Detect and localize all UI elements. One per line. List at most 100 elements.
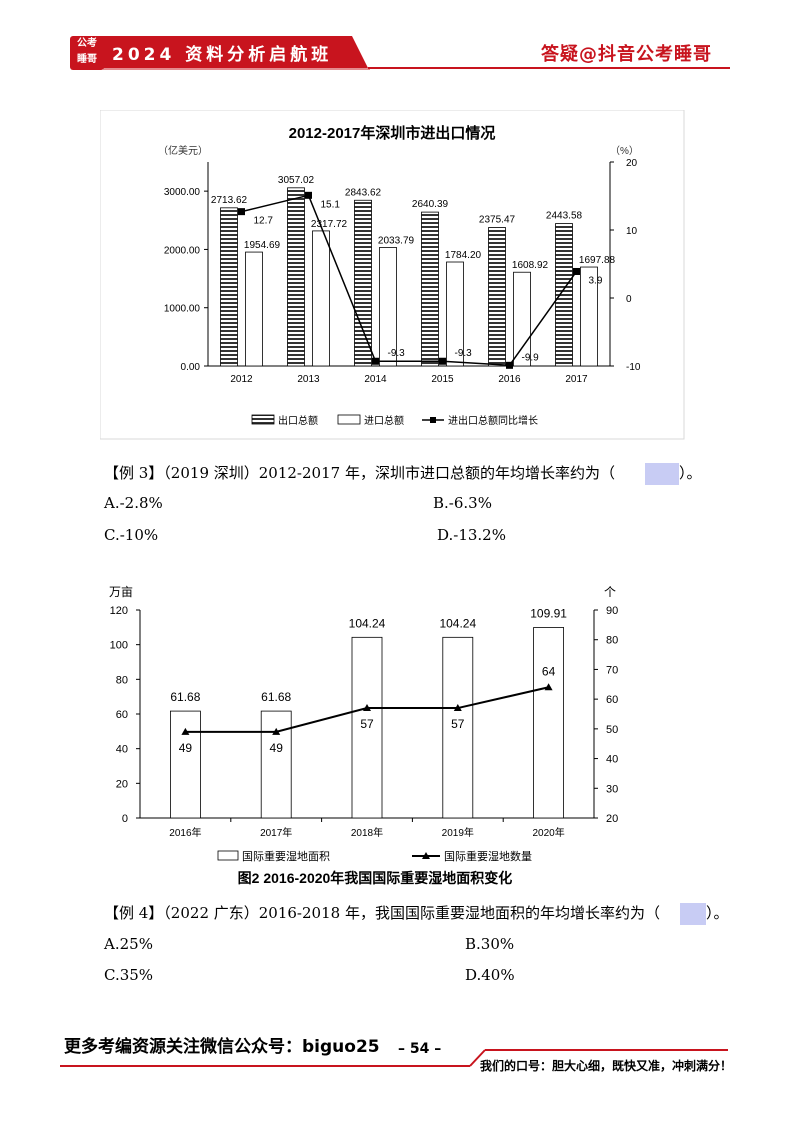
chart1-export-label: 2375.47	[479, 215, 516, 226]
chart1-growth-point	[305, 191, 312, 199]
chart1-legend: 出口总额 进口总额 进出口总额同比增长	[251, 414, 538, 427]
chart2-area-bar	[533, 627, 565, 819]
option-4c[interactable]: C.35%	[104, 966, 154, 984]
chart2-right-tick-label: 70	[606, 664, 618, 676]
chart2-left-tick-label: 0	[122, 813, 128, 825]
question-4-close: ）。	[705, 904, 729, 922]
chart1-import-bar	[379, 247, 397, 367]
chart2-count-label: 57	[451, 717, 465, 731]
option-3d[interactable]: D.-13.2%	[437, 526, 506, 544]
chart2-area-label: 61.68	[261, 690, 291, 704]
chart2-right-tick-label: 50	[606, 724, 618, 736]
chart2-right-tick-label: 60	[606, 694, 618, 706]
chart2-count-point	[363, 704, 371, 712]
footer-promo: 更多考编资源关注微信公众号：biguo25	[64, 1037, 380, 1057]
chart2-right-tick-label: 20	[606, 813, 618, 825]
question-3-text: 【例 3】（2019 深圳）2012-2017 年，深圳市进口总额的年均增长率约…	[104, 462, 701, 485]
option-3c[interactable]: C.-10%	[104, 526, 159, 544]
chart2-area-label: 109.91	[530, 606, 567, 620]
chart1-x-tick-label: 2015	[431, 374, 454, 385]
chart2-count-label: 49	[179, 741, 193, 755]
chart2-area-bar	[170, 710, 201, 819]
answer-blank-3[interactable]	[644, 463, 679, 485]
chart1-left-tick-label: 3000.00	[164, 187, 201, 198]
chart2-right-tick-label: 90	[606, 605, 618, 617]
chart2-left-tick-label: 40	[116, 744, 128, 756]
header-contact: 答疑@抖音公考睡哥	[541, 44, 712, 65]
chart1-import-bar	[580, 266, 598, 367]
chart1-left-tick-label: 1000.00	[164, 304, 201, 315]
answer-blank-4[interactable]	[679, 903, 706, 925]
legend-export-label: 出口总额	[278, 414, 318, 427]
chart1-import-label: 1954.69	[244, 240, 281, 251]
legend-import-swatch	[337, 414, 361, 425]
chart1-right-tick-label: 10	[626, 226, 638, 237]
chart2-title: 图2 2016-2020年我国国际重要湿地面积变化	[238, 870, 513, 886]
chart1-frame	[100, 110, 685, 440]
chart1-export-label: 2443.58	[546, 211, 583, 222]
chart2-axes: 0 20 40 60 80 100 120 20 30 40 50 60 70 80 90 2016年 2017…	[110, 605, 619, 839]
chart2-left-tick-label: 80	[116, 674, 128, 686]
question-4-text: 【例 4】（2022 广东）2016-2018 年，我国国际重要湿地面积的年均增…	[104, 902, 728, 925]
chart2-area-label: 104.24	[349, 616, 386, 630]
chart2-right-tick-label: 30	[606, 783, 618, 795]
chart1-growth-line	[238, 191, 580, 369]
chart1-left-unit: （亿美元）	[158, 144, 208, 157]
chart1-import-bar	[312, 230, 330, 367]
chart1-labels: 2713.62 3057.02 2843.62 2640.39 2375.47 2443.…	[211, 175, 616, 364]
page-number: – 54 –	[398, 1041, 442, 1057]
chart2-area-label: 104.24	[439, 616, 476, 630]
chart1-export-label: 2640.39	[412, 199, 449, 210]
chart2-x-tick-label: 2016年	[169, 826, 201, 839]
chart2-right-unit: 个	[604, 585, 616, 599]
option-4b[interactable]: B.30%	[465, 935, 515, 953]
chart2-area-label: 61.68	[170, 690, 200, 704]
footer-rule	[60, 1049, 728, 1067]
logo-line-1: 公考	[77, 38, 97, 49]
option-4a[interactable]: A.25%	[104, 935, 153, 953]
chart2-left-unit: 万亩	[109, 584, 133, 599]
chart1-growth-label: 12.7	[254, 216, 274, 227]
chart1-x-tick-label: 2014	[364, 374, 387, 385]
chart1-growth-label: 15.1	[321, 199, 341, 210]
chart1-growth-point	[439, 357, 446, 365]
option-3b[interactable]: B.-6.3%	[433, 494, 492, 512]
chart2-x-tick-label: 2017年	[260, 826, 292, 839]
chart1-left-tick-label: 2000.00	[164, 245, 201, 256]
chart2-area-bar	[442, 636, 474, 819]
legend-area-label: 国际重要湿地面积	[242, 849, 330, 863]
chart1-import-label: 1784.20	[445, 250, 482, 261]
chart1-import-bar	[245, 251, 263, 367]
chart2-legend: 国际重要湿地面积 国际重要湿地数量	[217, 849, 532, 863]
chart1-import-bar	[446, 261, 464, 367]
chart2-left-tick-label: 20	[116, 778, 128, 790]
chart1-export-bar	[421, 211, 439, 367]
option-4d[interactable]: D.40%	[465, 966, 515, 984]
chart1-right-tick-label: 20	[626, 158, 638, 169]
chart1-export-label: 2713.62	[211, 195, 248, 206]
chart2-count-point	[272, 727, 281, 735]
footer-slogan: 我们的口号：胆大心细，既快又准，冲刺满分！	[480, 1059, 733, 1073]
chart2-right-tick-label: 40	[606, 754, 618, 766]
legend-export-swatch	[251, 414, 275, 425]
chart2-left-tick-label: 60	[116, 709, 128, 721]
chart1-right-tick-label: -10	[626, 362, 641, 373]
chart1-x-tick-label: 2017	[565, 374, 588, 385]
chart2-labels: 61.68 61.68 104.24 104.24 109.91 49 49 57 57 64	[170, 606, 567, 754]
chart1-axes: 0.00 1000.00 2000.00 3000.00 -10 0 10 20 2012 201…	[164, 158, 641, 385]
chart-shenzhen-trade: 2012-2017年深圳市进出口情况 （亿美元） （%） 0.001000.00…	[100, 110, 685, 440]
chart2-count-label: 49	[270, 741, 284, 755]
chart1-export-bar	[287, 187, 305, 367]
chart1-export-bar	[220, 207, 238, 367]
chart2-area-bar	[260, 710, 292, 819]
option-3a[interactable]: A.-2.8%	[104, 494, 163, 512]
chart1-growth-point	[573, 267, 580, 275]
chart1-growth-label: -9.3	[388, 348, 406, 359]
question-3-stem: 【例 3】（2019 深圳）2012-2017 年，深圳市进口总额的年均增长率约…	[104, 464, 615, 482]
chart1-export-bar	[555, 223, 573, 367]
chart2-count-point	[453, 704, 462, 712]
question-4-stem: 【例 4】（2022 广东）2016-2018 年，我国国际重要湿地面积的年均增…	[104, 904, 660, 922]
header-title: 2024 资料分析启航班	[112, 45, 333, 65]
chart1-x-tick-label: 2013	[297, 374, 320, 385]
chart1-x-tick-label: 2016	[498, 374, 521, 385]
